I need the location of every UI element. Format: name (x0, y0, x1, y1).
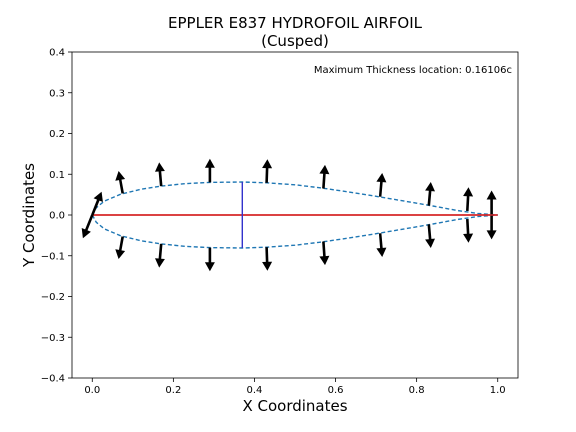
normal-vector-arrow (376, 233, 387, 257)
y-tick-label: −0.4 (41, 374, 65, 385)
upper-surface-line (91, 181, 498, 216)
y-tick-label: 0.4 (49, 48, 65, 59)
y-tick-label: 0.2 (49, 129, 65, 140)
normal-vector-arrow (155, 162, 165, 187)
chart-subtitle: (Cusped) (261, 32, 329, 50)
normal-vector-arrow (155, 243, 165, 268)
normal-vector-arrow (376, 173, 387, 197)
y-tick-label: −0.2 (41, 292, 65, 303)
x-tick-label: 1.0 (490, 385, 506, 396)
y-axis-label: Y Coordinates (20, 163, 38, 268)
ticks-layer: 0.0 0.2 0.4 0.6 0.8 1.0 0.4 0.3 0.2 0.1 0.0 −0.1 −0.… (41, 48, 506, 397)
normal-vector-arrow (425, 224, 435, 248)
normal-vector-arrow (204, 247, 215, 272)
normal-vector-arrow (463, 187, 474, 211)
plot-area: 0.0 0.2 0.4 0.6 0.8 1.0 0.4 0.3 0.2 0.1 0.0 −0.1 −0.… (41, 48, 519, 397)
x-tick-label: 0.8 (409, 385, 425, 396)
y-tick-label: −0.3 (41, 333, 65, 344)
x-axis-label: X Coordinates (242, 397, 347, 415)
normal-vector-arrow (262, 247, 273, 271)
lower-surface-line (91, 214, 498, 249)
normal-vector-arrow (262, 159, 273, 183)
normal-vector-arrow (486, 190, 497, 215)
x-tick-label: 0.6 (328, 385, 344, 396)
normal-vector-arrow (204, 158, 215, 183)
normal-vector-arrow (463, 219, 474, 243)
chart-title: EPPLER E837 HYDROFOIL AIRFOIL (168, 14, 423, 32)
x-tick-label: 0.2 (165, 385, 181, 396)
y-tick-label: 0.3 (49, 88, 65, 99)
y-tick-label: 0.0 (49, 211, 65, 222)
normal-vector-arrow (425, 182, 435, 206)
normal-vector-arrow (91, 191, 103, 216)
normal-vector-arrow (319, 164, 330, 189)
normal-vector-arrow (319, 241, 330, 266)
max-thickness-annotation: Maximum Thickness location: 0.16106c (314, 65, 512, 76)
data-layer (81, 158, 498, 272)
y-tick-label: −0.1 (41, 251, 65, 262)
x-tick-label: 0.0 (84, 385, 100, 396)
normal-vector-arrow (115, 236, 126, 259)
x-tick-label: 0.4 (247, 385, 263, 396)
y-tick-label: 0.1 (49, 170, 65, 181)
normal-vector-arrow (486, 215, 497, 240)
normal-vector-arrow (81, 214, 94, 239)
normal-vector-arrow (115, 171, 126, 194)
